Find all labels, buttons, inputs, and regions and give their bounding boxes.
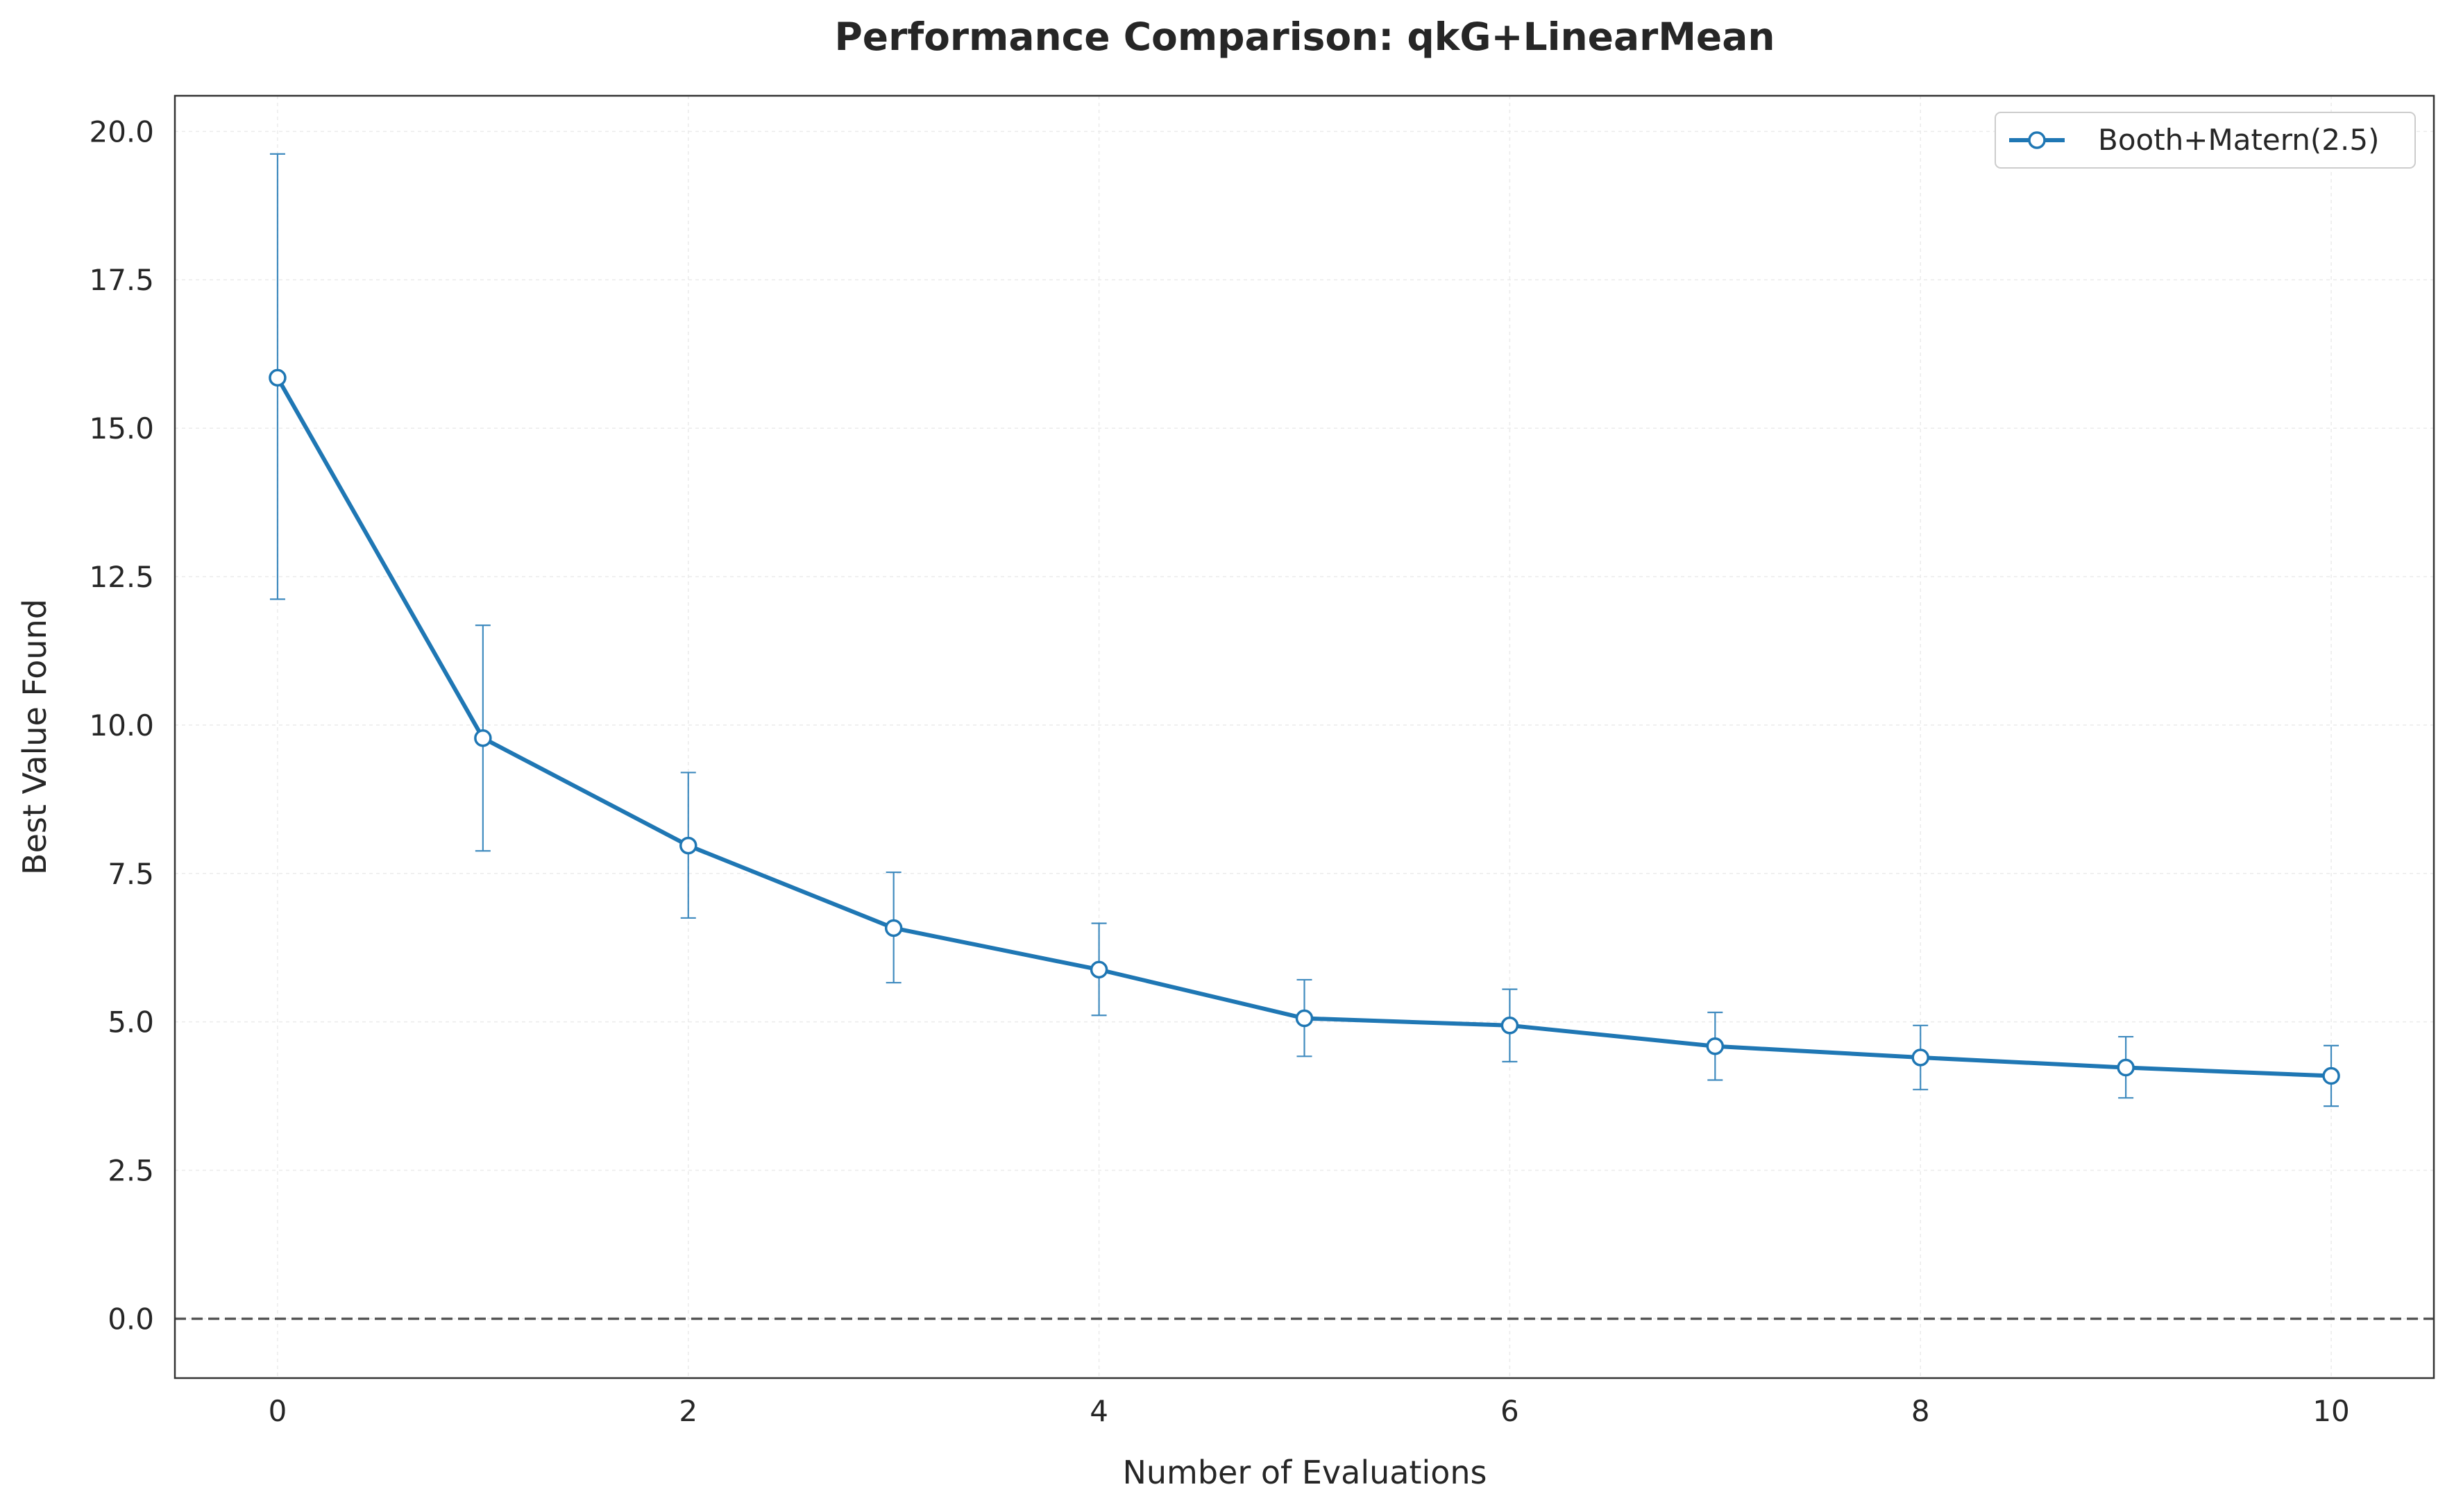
x-tick-label: 4: [1090, 1394, 1108, 1428]
y-tick-label: 10.0: [89, 708, 154, 742]
y-tick-label: 12.5: [89, 560, 154, 594]
y-tick-label: 7.5: [108, 857, 154, 891]
legend-marker: [2028, 131, 2046, 149]
chart-title: Performance Comparison: qkG+LinearMean: [834, 15, 1775, 59]
y-tick-label: 5.0: [108, 1005, 154, 1039]
y-tick-label: 2.5: [108, 1154, 154, 1188]
series-layer: [269, 153, 2340, 1107]
x-tick-label: 2: [679, 1394, 697, 1428]
data-point: [1911, 1048, 1929, 1067]
data-point: [2117, 1058, 2135, 1077]
data-point: [679, 836, 697, 855]
y-tick-label: 17.5: [89, 263, 154, 297]
x-axis-label: Number of Evaluations: [1122, 1454, 1487, 1491]
data-point: [1295, 1009, 1314, 1028]
data-point: [884, 919, 903, 937]
y-axis-label: Best Value Found: [16, 599, 53, 875]
data-point: [1500, 1017, 1519, 1035]
legend-label: Booth+Matern(2.5): [2098, 123, 2379, 157]
y-tick-label: 0.0: [108, 1302, 154, 1336]
x-tick-labels: 0 2 4 6 8 10: [269, 1394, 2350, 1428]
data-point: [269, 368, 287, 387]
series: [269, 153, 2340, 1107]
y-tick-labels: 0.0 2.5 5.0 7.5 10.0 12.5 15.0 17.5 20.0: [89, 114, 154, 1336]
data-point: [1090, 960, 1108, 979]
y-tick-label: 20.0: [89, 114, 154, 148]
x-tick-label: 6: [1500, 1394, 1519, 1428]
x-tick-label: 0: [269, 1394, 287, 1428]
plot-frame: [174, 94, 2435, 1379]
data-point: [474, 729, 492, 747]
x-tick-label: 10: [2312, 1394, 2349, 1428]
y-tick-label: 15.0: [89, 411, 154, 445]
legend: Booth+Matern(2.5): [1995, 112, 2416, 169]
x-tick-label: 8: [1911, 1394, 1930, 1428]
legend-box: [1995, 112, 2416, 169]
data-point: [2322, 1067, 2340, 1085]
data-point: [1706, 1037, 1725, 1055]
